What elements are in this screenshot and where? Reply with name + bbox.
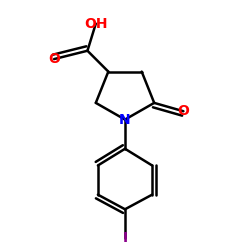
Text: O: O (178, 104, 189, 118)
Text: OH: OH (84, 17, 108, 31)
Text: N: N (119, 112, 131, 126)
Text: I: I (122, 232, 128, 245)
Text: O: O (48, 52, 60, 66)
